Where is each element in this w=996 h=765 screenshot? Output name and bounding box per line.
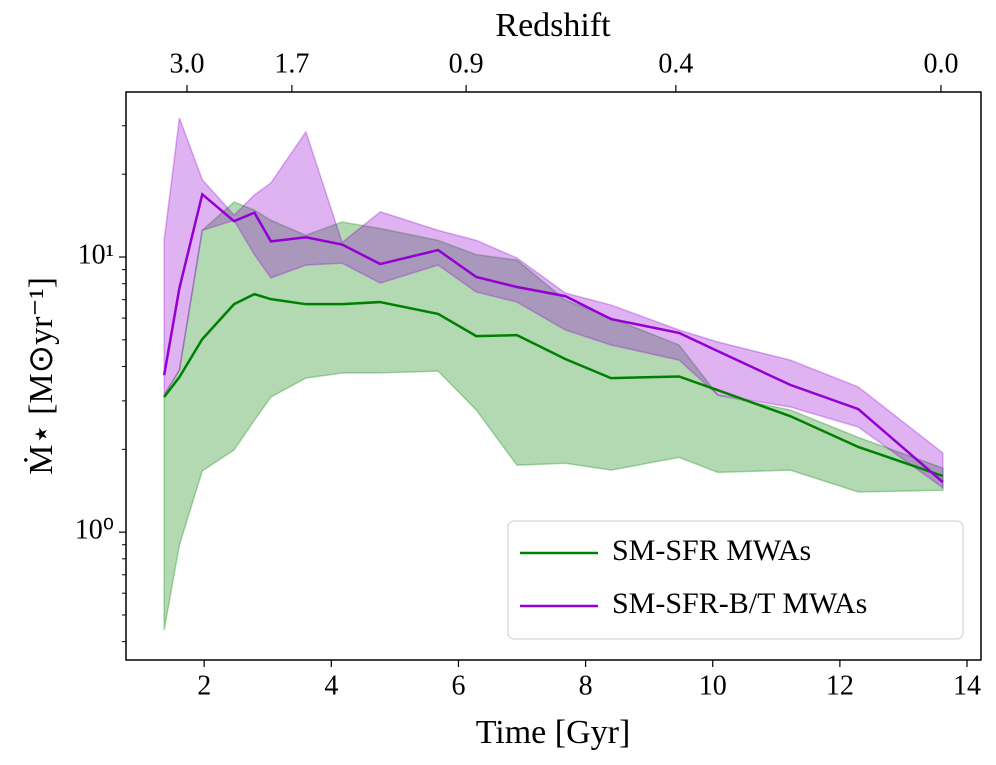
series-line xyxy=(163,292,944,478)
band xyxy=(163,201,944,631)
legend-label: SM-SFR-B/T MWAs xyxy=(612,587,867,620)
x2-tick-label: 3.0 xyxy=(170,48,205,79)
x-tick-label: 14 xyxy=(953,670,981,701)
x-axis-label: Time [Gyr] xyxy=(476,714,631,751)
x2-tick-label: 0.0 xyxy=(923,48,958,79)
x2-tick-label: 0.9 xyxy=(449,48,484,79)
x2-tick-label: 1.7 xyxy=(274,48,309,79)
x-tick-label: 10 xyxy=(699,670,727,701)
x-tick-label: 2 xyxy=(197,670,211,701)
x2-axis-label: Redshift xyxy=(495,7,611,44)
y-tick-label: 10¹ xyxy=(78,239,114,270)
x-tick-label: 4 xyxy=(324,670,338,701)
x-tick-label: 12 xyxy=(826,670,854,701)
x-tick-label: 6 xyxy=(451,670,465,701)
band xyxy=(163,117,944,490)
plot-frame xyxy=(125,91,982,661)
legend: SM-SFR MWAs SM-SFR-B/T MWAs xyxy=(507,520,964,640)
legend-label: SM-SFR MWAs xyxy=(612,534,811,567)
y-tick-label: 10⁰ xyxy=(75,515,114,546)
series-line xyxy=(162,192,944,484)
x2-tick-label: 0.4 xyxy=(658,48,693,79)
x-tick-label: 8 xyxy=(579,670,593,701)
y-axis-label: Ṁ⋆ [M⊙yr⁻¹] xyxy=(23,277,60,475)
legend-box xyxy=(507,520,964,640)
